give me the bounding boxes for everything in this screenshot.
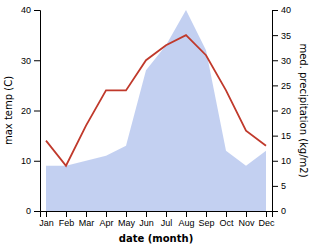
y2-axis-title: med. precipitation (kg/m2) — [298, 43, 309, 177]
tick-mark — [66, 211, 67, 217]
tick-mark — [272, 60, 278, 61]
tick-mark — [226, 211, 227, 217]
x-axis-tick: Jul — [161, 211, 173, 228]
x-axis-title: date (month) — [119, 233, 193, 244]
x-axis-tick: Sep — [198, 211, 214, 228]
y-axis-title: max temp (C) — [3, 76, 14, 145]
y-axis-line — [34, 11, 41, 212]
tick-mark — [272, 161, 278, 162]
y2-axis-line — [273, 11, 279, 212]
y2-axis-tick: 0 — [272, 206, 286, 216]
tick-mark — [266, 211, 267, 217]
chart: Jan Feb Mar Apr MayJun Jul Aug Sep Oct NovDec 0 10 2… — [0, 0, 318, 247]
tick-mark — [186, 211, 187, 217]
tick-mark — [272, 10, 278, 11]
tick-mark — [106, 211, 107, 217]
tick-mark — [206, 211, 207, 217]
tick-mark — [272, 136, 278, 137]
tick-mark — [126, 211, 127, 217]
tick-label: 25 — [281, 81, 291, 91]
marks — [46, 10, 266, 211]
tick-mark — [146, 211, 147, 217]
tick-label: Mar — [79, 218, 95, 228]
tick-mark — [34, 211, 40, 212]
plot: Jan Feb Mar Apr MayJun Jul Aug Sep Oct NovDec 0 10 2… — [21, 5, 291, 228]
x-axis-tick: Feb — [59, 211, 75, 228]
tick-label: May — [118, 218, 136, 228]
y2-axis: 0 5 10 15 20 25 30 35 40 — [272, 5, 291, 216]
y-axis-tick: 40 — [21, 5, 40, 15]
y2-axis-tick: 40 — [272, 5, 291, 15]
tick-label: Jun — [139, 218, 154, 228]
tick-label: 30 — [21, 56, 31, 66]
tick-label: 15 — [281, 131, 291, 141]
y2-axis-tick: 15 — [272, 131, 291, 141]
y-axis-tick: 20 — [21, 106, 40, 116]
tick-label: Oct — [219, 218, 234, 228]
tick-label: Feb — [59, 218, 75, 228]
x-axis: Jan Feb Mar Apr MayJun Jul Aug Sep Oct NovDec — [39, 211, 275, 228]
y-axis-tick: 10 — [21, 156, 40, 166]
y2-axis-tick: 35 — [272, 31, 291, 41]
tick-label: 40 — [21, 5, 31, 15]
y2-axis-tick: 25 — [272, 81, 291, 91]
y-axis-tick: 0 — [26, 206, 40, 216]
x-axis-tick: Mar — [79, 211, 95, 228]
x-axis-tick: Oct — [219, 211, 234, 228]
y2-axis-tick: 30 — [272, 56, 291, 66]
x-axis-tick: Apr — [99, 211, 113, 228]
x-axis-tick: Nov — [238, 211, 255, 228]
tick-label: 10 — [21, 156, 31, 166]
x-axis-tick: Jun — [139, 211, 154, 228]
x-axis-tick: Aug — [178, 211, 194, 228]
tick-label: 35 — [281, 31, 291, 41]
tick-mark — [272, 186, 278, 187]
x-axis-tick: Jan — [39, 211, 54, 228]
tick-label: 30 — [281, 56, 291, 66]
tick-label: Apr — [99, 218, 113, 228]
tick-label: Jan — [39, 218, 54, 228]
tick-mark — [272, 211, 278, 212]
tick-mark — [34, 161, 40, 162]
tick-mark — [166, 211, 167, 217]
tick-label: Sep — [198, 218, 214, 228]
tick-label: 40 — [281, 5, 291, 15]
tick-mark — [272, 85, 278, 86]
line — [46, 35, 266, 166]
x-axis-tick: May — [118, 211, 136, 228]
tick-mark — [34, 111, 40, 112]
tick-mark — [46, 211, 47, 217]
y2-axis-tick: 20 — [272, 106, 291, 116]
tick-mark — [246, 211, 247, 217]
area — [46, 10, 266, 211]
tick-label: Nov — [238, 218, 255, 228]
y2-axis-tick: 10 — [272, 156, 291, 166]
y-axis-tick: 30 — [21, 56, 40, 66]
tick-label: 0 — [26, 206, 31, 216]
tick-mark — [86, 211, 87, 217]
tick-label: 10 — [281, 156, 291, 166]
tick-label: 20 — [21, 106, 31, 116]
tick-label: Dec — [258, 218, 275, 228]
tick-mark — [272, 35, 278, 36]
tick-label: Jul — [161, 218, 173, 228]
tick-label: 0 — [281, 206, 286, 216]
y2-axis-tick: 5 — [272, 181, 286, 191]
tick-label: 5 — [281, 181, 286, 191]
tick-mark — [272, 111, 278, 112]
tick-mark — [34, 10, 40, 11]
x-axis-line — [41, 212, 273, 218]
tick-label: Aug — [178, 218, 194, 228]
y-axis: 0 10 20 30 40 — [21, 5, 41, 216]
x-axis-tick: Dec — [258, 211, 275, 228]
tick-mark — [34, 60, 40, 61]
tick-label: 20 — [281, 106, 291, 116]
